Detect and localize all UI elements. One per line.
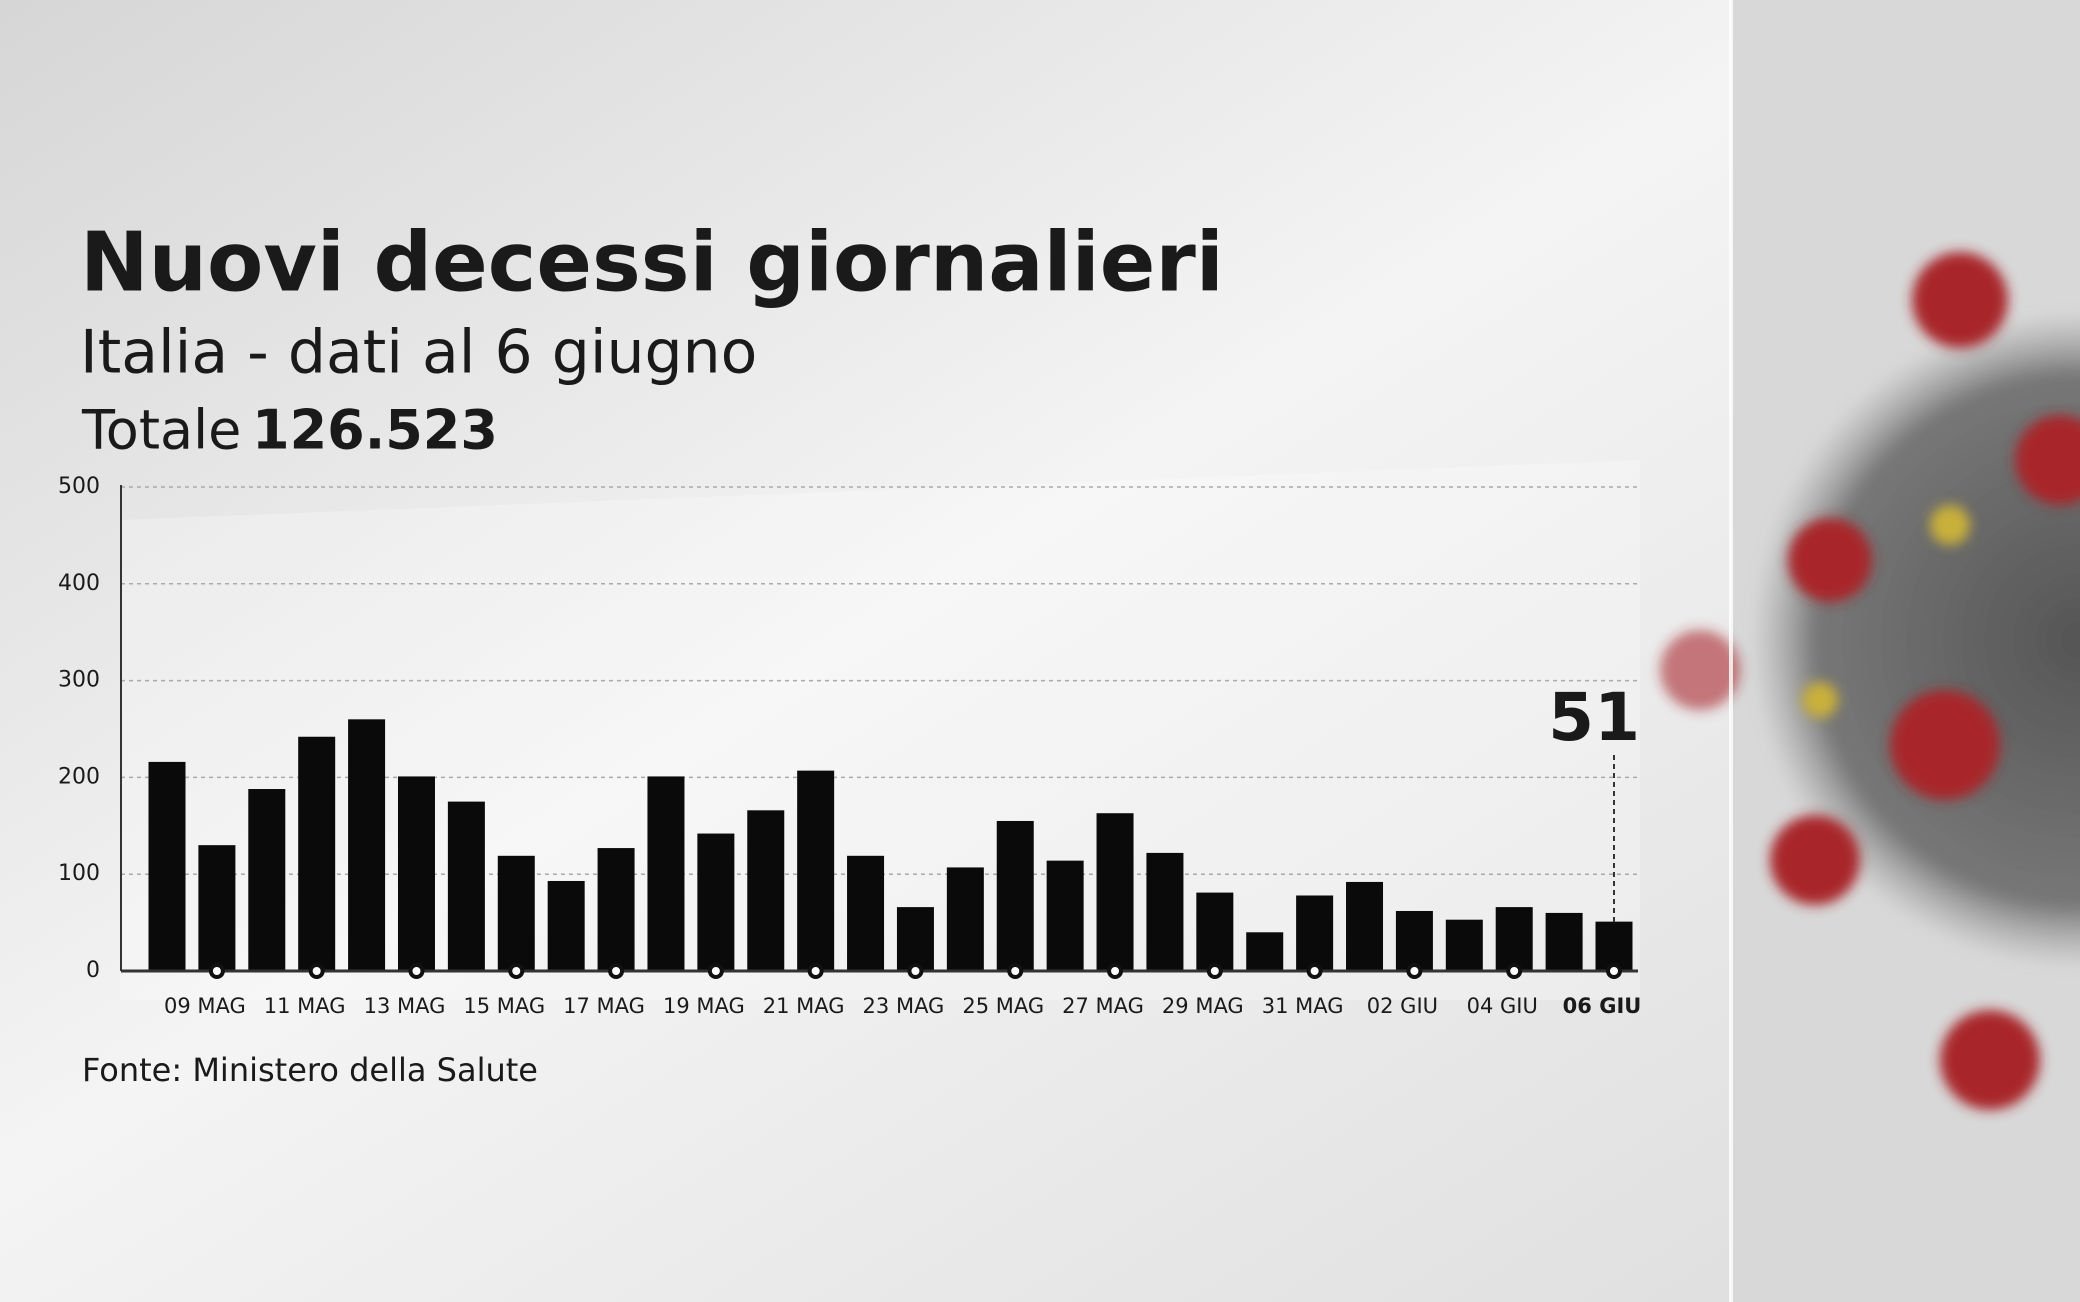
x-tick-label: 13 MAG: [364, 994, 446, 1018]
x-tick-dot: [707, 963, 724, 979]
y-tick-label: 0: [86, 958, 100, 983]
bar: [1146, 852, 1184, 971]
virus-image: [1660, 0, 2080, 1302]
x-tick-dot: [1606, 963, 1622, 979]
chart-subtitle: Italia - dati al 6 giugno: [80, 318, 757, 388]
x-tick-dot: [907, 963, 924, 979]
bar: [497, 855, 535, 971]
bar: [946, 867, 984, 971]
chart-title: Nuovi decessi giornalieri: [80, 215, 1224, 310]
bar: [896, 907, 934, 971]
x-tick-label: 27 MAG: [1062, 994, 1144, 1018]
y-tick-label: 500: [58, 474, 100, 499]
x-tick-label: 06 GIU: [1563, 994, 1642, 1018]
value-label: 51: [1548, 679, 1640, 756]
y-tick-label: 300: [58, 668, 100, 693]
x-tick-dot: [208, 963, 225, 979]
bar: [1096, 813, 1134, 971]
y-tick-label: 200: [58, 764, 100, 789]
bar: [1296, 895, 1334, 971]
total-value: 126.523: [252, 399, 498, 462]
bar: [198, 845, 236, 971]
x-tick-label: 02 GIU: [1367, 994, 1438, 1018]
bar: [1246, 932, 1284, 971]
x-tick-dot: [1406, 963, 1423, 979]
x-tick-dot: [1306, 963, 1323, 979]
bar: [148, 761, 186, 971]
bar: [1545, 912, 1583, 971]
bar: [697, 833, 735, 971]
x-tick-label: 29 MAG: [1162, 994, 1244, 1018]
x-tick-label: 15 MAG: [463, 994, 545, 1018]
x-tick-dot: [308, 963, 325, 979]
y-tick-label: 100: [58, 861, 100, 886]
bar: [1346, 881, 1384, 971]
bar: [547, 880, 585, 971]
x-tick-dot: [1007, 963, 1024, 979]
x-tick-dot: [508, 963, 525, 979]
bar: [1196, 892, 1234, 971]
bar: [1595, 921, 1633, 971]
bar: [647, 776, 685, 971]
x-tick-label: 09 MAG: [164, 994, 246, 1018]
total-label: Totale: [81, 399, 241, 462]
x-tick-label: 23 MAG: [863, 994, 945, 1018]
x-tick-label: 21 MAG: [763, 994, 845, 1018]
x-tick-label: 04 GIU: [1467, 994, 1538, 1018]
bar: [397, 776, 435, 971]
x-tick-dot: [807, 963, 824, 979]
bar: [1495, 907, 1533, 971]
source: Fonte: Ministero della Salute: [82, 1051, 538, 1089]
x-tick-dot: [408, 963, 425, 979]
bar: [747, 810, 785, 971]
x-tick-label: 31 MAG: [1262, 994, 1344, 1018]
bar: [597, 848, 635, 971]
bar: [248, 789, 286, 971]
bar: [1395, 910, 1433, 971]
x-tick-dot: [1206, 963, 1223, 979]
x-tick-dot: [1506, 963, 1523, 979]
y-tick-label: 400: [58, 571, 100, 596]
bar: [847, 855, 885, 971]
x-tick-dot: [608, 963, 625, 979]
x-tick-label: 19 MAG: [663, 994, 745, 1018]
bar: [298, 736, 336, 971]
bar: [797, 770, 835, 971]
x-tick-label: 11 MAG: [264, 994, 346, 1018]
bar: [1445, 919, 1483, 971]
bar: [447, 801, 485, 971]
x-tick-label: 17 MAG: [563, 994, 645, 1018]
bar: [1046, 860, 1084, 971]
x-tick-dot: [1107, 963, 1124, 979]
bar: [996, 820, 1034, 971]
x-tick-label: 25 MAG: [962, 994, 1044, 1018]
bar: [348, 719, 386, 971]
